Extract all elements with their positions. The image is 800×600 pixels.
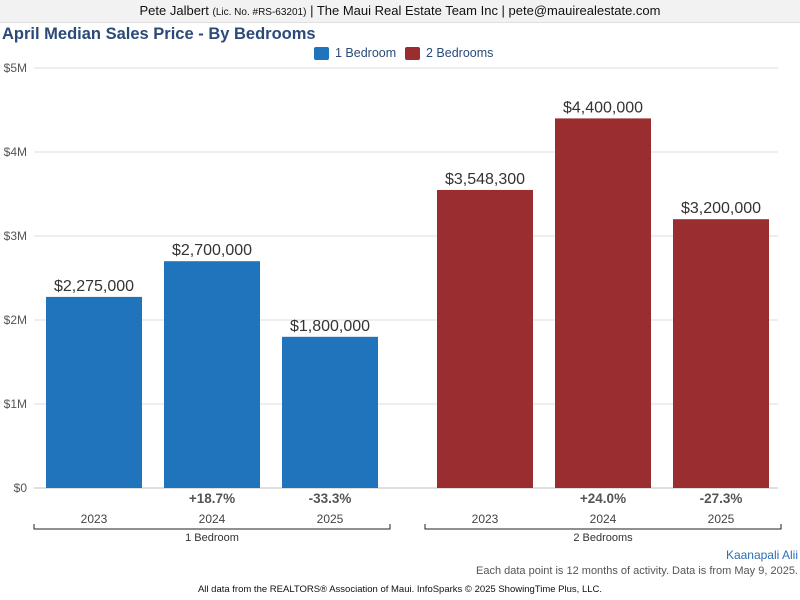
data-label: $3,200,000 <box>681 200 761 217</box>
y-tick-label: $1M <box>4 397 27 411</box>
y-tick-label: $3M <box>4 229 27 243</box>
legend-item-1-bedroom[interactable]: 1 Bedroom <box>314 46 396 60</box>
data-label: $3,548,300 <box>445 171 525 188</box>
header-contact: | The Maui Real Estate Team Inc | pete@m… <box>310 3 661 18</box>
data-note: Each data point is 12 months of activity… <box>475 565 798 577</box>
chart-title: April Median Sales Price - By Bedrooms <box>2 25 316 43</box>
bar <box>437 189 533 488</box>
x-tick-label: 2025 <box>317 512 344 526</box>
y-tick-label: $5M <box>4 61 27 75</box>
change-label: +24.0% <box>580 491 626 506</box>
group-bracket <box>33 524 391 530</box>
location-label[interactable]: Kaanapali Alii <box>725 548 798 562</box>
y-tick-label: $4M <box>4 145 27 159</box>
y-tick-label: $2M <box>4 313 27 327</box>
change-label: -27.3% <box>700 491 743 506</box>
x-tick-label: 2024 <box>199 512 226 526</box>
bar <box>555 118 651 489</box>
license-number: (Lic. No. #RS-63201) <box>212 7 307 18</box>
x-tick-label: 2024 <box>590 512 617 526</box>
legend-label: 2 Bedrooms <box>426 46 494 60</box>
group-label: 1 Bedroom <box>185 532 239 544</box>
change-label: -33.3% <box>309 491 352 506</box>
data-label: $2,700,000 <box>172 242 252 259</box>
data-source: All data from the REALTORS® Association … <box>197 584 603 595</box>
legend-swatch <box>405 46 420 60</box>
legend-item-2-bedrooms[interactable]: 2 Bedrooms <box>405 46 493 60</box>
agent-name: Pete Jalbert <box>139 3 209 18</box>
chart-legend: 1 Bedroom 2 Bedrooms <box>0 46 800 62</box>
x-tick-label: 2025 <box>708 512 735 526</box>
bar <box>164 261 260 488</box>
bar <box>673 219 769 488</box>
bar <box>282 336 378 488</box>
x-tick-label: 2023 <box>472 512 499 526</box>
data-label: $1,800,000 <box>290 318 370 335</box>
data-label: $4,400,000 <box>563 99 643 116</box>
legend-swatch <box>314 46 329 60</box>
data-label: $2,275,000 <box>54 278 134 295</box>
group-bracket <box>424 524 782 530</box>
group-label: 2 Bedrooms <box>573 532 633 544</box>
legend-label: 1 Bedroom <box>335 46 397 60</box>
x-tick-label: 2023 <box>81 512 108 526</box>
header-bar: Pete Jalbert (Lic. No. #RS-63201) | The … <box>0 0 800 23</box>
change-label: +18.7% <box>189 491 235 506</box>
y-tick-label: $0 <box>14 481 28 495</box>
bar <box>46 296 142 488</box>
